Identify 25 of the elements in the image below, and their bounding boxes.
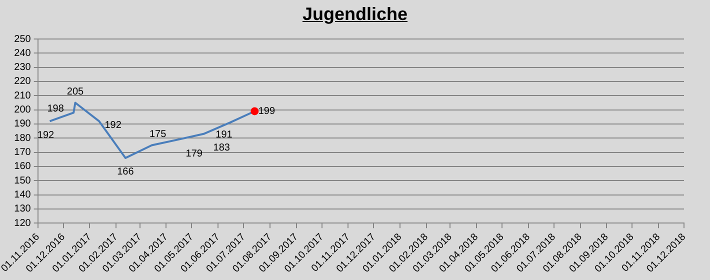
data-label: 199 (258, 106, 276, 117)
y-tick-label: 180 (14, 132, 32, 144)
y-tick-label: 170 (14, 147, 32, 158)
data-label: 175 (149, 128, 167, 140)
y-tick-label: 250 (14, 34, 32, 45)
chart-title: Jugendliche (301, 4, 409, 25)
y-tick-label: 230 (14, 62, 32, 74)
y-tick-label: 120 (14, 218, 32, 229)
y-tick-label: 160 (14, 161, 32, 172)
data-label: 198 (47, 103, 64, 114)
data-label: 192 (37, 130, 55, 141)
y-tick-label: 220 (14, 76, 32, 88)
y-tick-label: 210 (14, 90, 32, 102)
data-label: 205 (66, 86, 84, 98)
data-label: 179 (186, 148, 203, 160)
y-tick-label: 150 (14, 175, 32, 186)
data-label: 183 (213, 142, 230, 154)
y-tick-label: 190 (14, 118, 32, 130)
data-label: 192 (104, 120, 122, 131)
data-label: 166 (117, 166, 134, 178)
data-label: 191 (216, 129, 233, 140)
y-tick-label: 200 (14, 104, 32, 116)
y-tick-label: 140 (14, 190, 32, 201)
y-tick-label: 130 (14, 204, 32, 215)
y-tick-label: 240 (14, 48, 32, 59)
